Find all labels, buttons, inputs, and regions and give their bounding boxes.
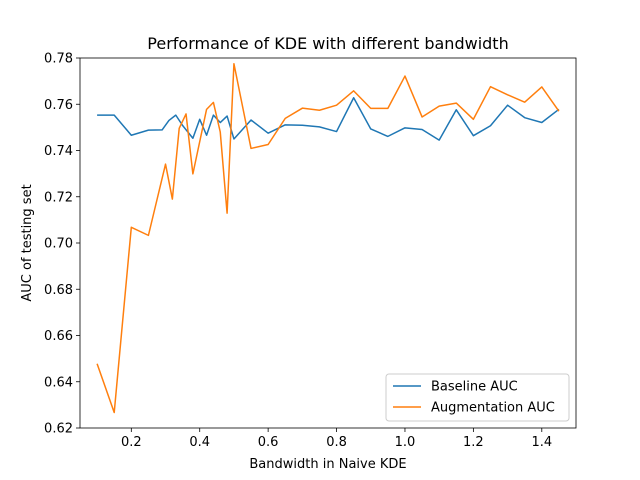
plot-area bbox=[80, 58, 576, 428]
plot-frame bbox=[79, 57, 577, 429]
x-axis-title: Bandwidth in Naive KDE bbox=[249, 457, 406, 472]
y-tick-label: 0.72 bbox=[44, 190, 73, 205]
series-line-baseline bbox=[97, 97, 560, 141]
y-tick-label: 0.68 bbox=[44, 283, 73, 298]
y-axis-title: AUC of testing set bbox=[20, 184, 35, 301]
legend-box bbox=[385, 373, 570, 422]
x-tick-label: 1.0 bbox=[395, 435, 416, 450]
x-tick-label: 0.8 bbox=[326, 435, 347, 450]
x-tick-label: 1.2 bbox=[463, 435, 484, 450]
legend-label-augmentation: Augmentation AUC bbox=[431, 401, 555, 416]
y-tick-label: 0.70 bbox=[44, 237, 73, 252]
series-line-augmentation bbox=[96, 63, 560, 414]
y-axis: 0.62 0.64 0.66 0.68 0.70 0.72 0.74 0.76 0.78 bbox=[44, 52, 80, 437]
x-tick-label: 0.2 bbox=[121, 435, 142, 450]
y-tick-label: 0.64 bbox=[44, 375, 73, 390]
legend-label-baseline: Baseline AUC bbox=[431, 380, 518, 395]
x-tick-label: 1.4 bbox=[531, 435, 552, 450]
y-tick-label: 0.76 bbox=[44, 98, 73, 113]
chart-title: Performance of KDE with different bandwi… bbox=[147, 34, 508, 53]
y-tick-label: 0.62 bbox=[44, 422, 73, 437]
y-tick-label: 0.78 bbox=[44, 52, 73, 67]
x-tick-label: 0.6 bbox=[258, 435, 279, 450]
series-layer bbox=[96, 63, 560, 414]
y-tick-label: 0.74 bbox=[44, 144, 73, 159]
legend: Baseline AUC Augmentation AUC bbox=[385, 373, 570, 422]
y-tick-label: 0.66 bbox=[44, 329, 73, 344]
x-tick-label: 0.4 bbox=[189, 435, 210, 450]
x-axis: 0.2 0.4 0.6 0.8 1.0 1.2 1.4 bbox=[121, 428, 552, 450]
